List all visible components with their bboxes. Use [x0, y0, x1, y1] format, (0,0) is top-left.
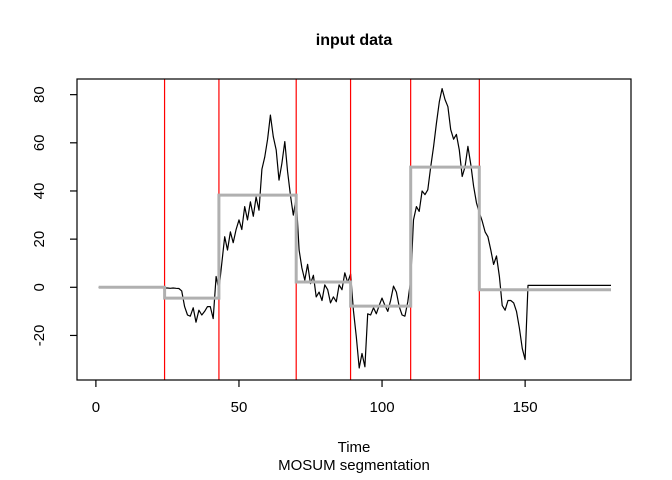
sub-label: MOSUM segmentation — [278, 457, 430, 474]
x-tick-label: 150 — [513, 399, 538, 416]
y-tick-label: 40 — [31, 183, 48, 200]
y-tick-label: -20 — [31, 325, 48, 347]
x-tick-label: 100 — [370, 399, 395, 416]
y-tick-label: 0 — [31, 283, 48, 291]
plot-title: input data — [316, 32, 393, 49]
x-tick-label: 50 — [231, 399, 248, 416]
plot-box — [76, 78, 632, 381]
y-tick-label: 60 — [31, 134, 48, 151]
y-tick-label: 20 — [31, 231, 48, 248]
data-series-line — [98, 87, 611, 369]
plot-area: 0 50 100 150 -20 0 20 40 60 80 — [31, 78, 632, 416]
x-tick-label: 0 — [92, 399, 100, 416]
y-tick-label: 80 — [31, 86, 48, 103]
x-axis-label: Time — [338, 439, 371, 456]
segment-mean-step — [98, 165, 611, 308]
